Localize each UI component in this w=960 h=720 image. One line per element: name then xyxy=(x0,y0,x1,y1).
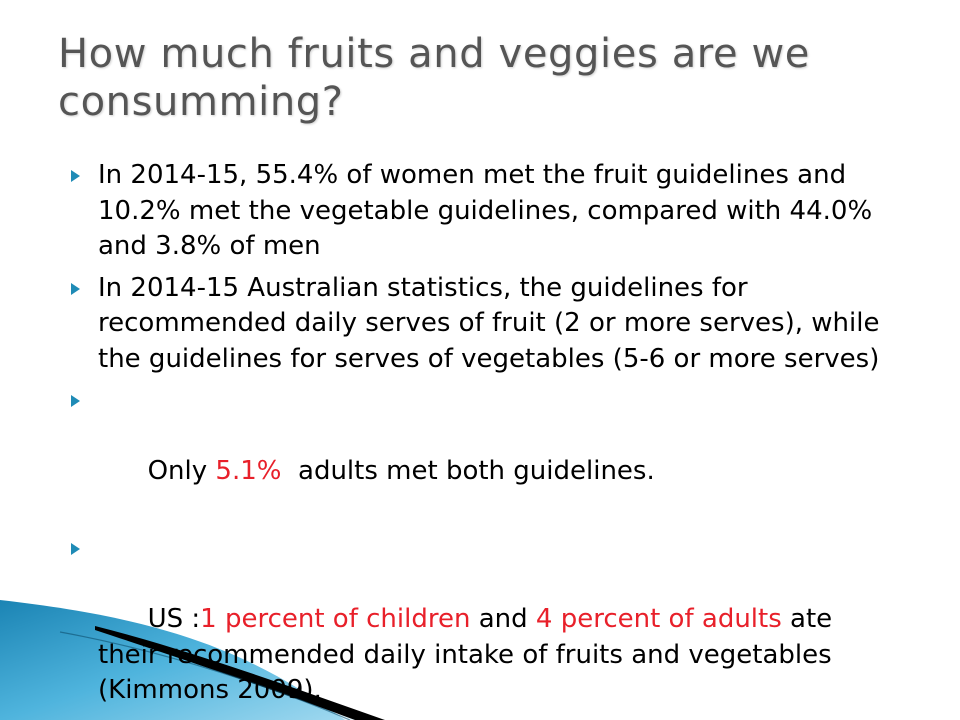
triangle-bullet-icon xyxy=(71,543,80,555)
bullet-text: In 2014-15 Australian statistics, the gu… xyxy=(98,272,880,374)
bullet-text-pre: US : xyxy=(147,604,201,634)
bullet-text-mid: and xyxy=(470,604,536,634)
bullet-item-women-men-stats: In 2014-15, 55.4% of women met the fruit… xyxy=(70,158,900,265)
triangle-bullet-icon xyxy=(71,282,80,295)
bullet-text-post: ate their recommended daily intake of fr… xyxy=(98,604,841,705)
bullet-item-australian-guidelines: In 2014-15 Australian statistics, the gu… xyxy=(70,271,900,378)
bullet-item-both-guidelines: Only 5.1% adults met both guidelines. xyxy=(70,383,900,525)
bullet-item-us-stats: US :1 percent of children and 4 percent … xyxy=(70,531,900,720)
triangle-bullet-icon xyxy=(71,170,80,182)
triangle-bullet-icon xyxy=(71,395,80,407)
bullet-text-pre: Only xyxy=(147,456,216,486)
highlight-adults: 4 percent of adults xyxy=(535,604,782,634)
highlight-children: 1 percent of children xyxy=(200,604,471,634)
bullet-text-post: adults met both guidelines. xyxy=(281,456,655,486)
highlight-percentage: 5.1% xyxy=(215,456,282,486)
bullet-text: In 2014-15, 55.4% of women met the fruit… xyxy=(98,160,873,261)
slide-title: How much fruits and veggies are we consu… xyxy=(58,31,811,125)
bullet-list: In 2014-15, 55.4% of women met the fruit… xyxy=(70,158,900,720)
